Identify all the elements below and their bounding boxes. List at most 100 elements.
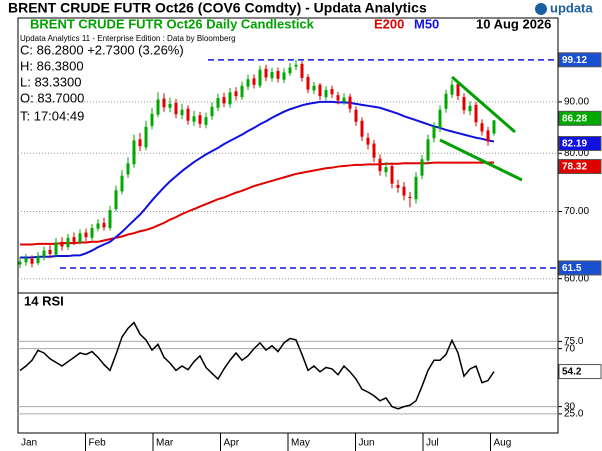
- candle-body: [84, 232, 88, 238]
- candle-body: [294, 64, 298, 67]
- candle-body: [234, 91, 238, 97]
- candle-body: [342, 97, 346, 102]
- candle-body: [96, 223, 100, 229]
- candle-body: [456, 83, 460, 97]
- moving-average: [20, 161, 495, 246]
- source: Updata Analytics 11 - Enterprise Edition…: [20, 34, 236, 43]
- info-line: O: 83.7000: [20, 90, 84, 105]
- candle-body: [48, 249, 52, 254]
- candle-body: [306, 76, 310, 90]
- candle-body: [174, 102, 178, 115]
- candle-body: [198, 115, 202, 124]
- candle-body: [396, 184, 400, 188]
- candle-body: [126, 163, 130, 175]
- candle-body: [360, 120, 364, 137]
- x-tick-label: Jan: [21, 438, 37, 449]
- value-box-label: 86.28: [562, 113, 587, 124]
- candle-body: [450, 84, 454, 95]
- candle-body: [66, 237, 70, 248]
- candle-body: [390, 165, 394, 184]
- x-tick-label: May: [291, 438, 310, 449]
- value-box: [558, 52, 602, 68]
- logo-icon: [535, 3, 547, 15]
- candle-body: [252, 78, 256, 85]
- y-tick-label: 80.00: [564, 148, 589, 159]
- candle-body: [462, 97, 466, 111]
- candle-body: [138, 139, 142, 147]
- value-box: [558, 260, 602, 276]
- candle-body: [330, 89, 334, 95]
- value-box: [558, 159, 602, 175]
- candle-body: [114, 190, 118, 210]
- candle-body: [270, 71, 274, 79]
- candle-body: [402, 186, 406, 196]
- candle-body: [324, 89, 328, 98]
- candle-body: [282, 72, 286, 80]
- candle-body: [384, 167, 388, 173]
- candle-body: [78, 233, 82, 243]
- candle-body: [486, 130, 490, 142]
- info-line: H: 86.3800: [20, 58, 84, 73]
- candle-body: [312, 85, 316, 91]
- candle-body: [480, 123, 484, 132]
- candle-body: [186, 108, 190, 121]
- candle-body: [108, 210, 112, 229]
- candle-body: [36, 256, 40, 264]
- candle-body: [414, 176, 418, 200]
- candle-body: [162, 98, 166, 108]
- candle-body: [102, 222, 106, 228]
- chart-title: BRENT CRUDE FUTR Oct26 Daily Candlestick: [30, 16, 315, 31]
- x-tick-label: Aug: [494, 438, 512, 449]
- candle-body: [216, 98, 220, 108]
- candle-body: [72, 237, 76, 242]
- candle-body: [492, 120, 496, 134]
- value-box-label: 78.32: [562, 162, 587, 173]
- y-tick-label: 70.00: [564, 206, 589, 217]
- candle-body: [420, 159, 424, 176]
- candle-body: [132, 140, 136, 165]
- y-tick-label: 90.00: [564, 97, 589, 108]
- rsi-line: [19, 321, 495, 410]
- date: 10 Aug 2026: [476, 16, 551, 31]
- candle-body: [372, 143, 376, 158]
- value-box: [558, 110, 602, 126]
- candle-body: [276, 71, 280, 79]
- trend-line: [439, 138, 523, 182]
- candle-body: [60, 241, 64, 247]
- candle-body: [264, 68, 268, 78]
- legend-entry: E200: [374, 16, 404, 31]
- value-box: [558, 364, 602, 380]
- candle-body: [144, 126, 148, 148]
- panel-title: 14 RSI: [24, 293, 64, 308]
- legend-entry: M50: [414, 16, 439, 31]
- candle-body: [54, 242, 58, 255]
- candle-body: [366, 137, 370, 145]
- candle-body: [168, 103, 172, 108]
- candle-body: [210, 106, 214, 117]
- x-tick-label: Jun: [359, 438, 375, 449]
- candle-body: [156, 99, 160, 115]
- candle-body: [42, 250, 46, 257]
- y-tick-label: 30: [564, 401, 576, 412]
- candle-body: [408, 196, 412, 199]
- candle-body: [258, 69, 262, 86]
- candle-body: [318, 84, 322, 97]
- candle-body: [288, 67, 292, 74]
- y-tick-label: 60.00: [564, 273, 589, 284]
- candle-body: [180, 109, 184, 116]
- candle-body: [150, 113, 154, 126]
- candle-body: [468, 105, 472, 112]
- info-line: C: 86.2800 +2.7300 (3.26%): [20, 42, 184, 57]
- value-box-label: 61.5: [562, 263, 582, 274]
- candle-body: [348, 96, 352, 109]
- candle-body: [24, 258, 28, 263]
- value-box-label: 99.12: [562, 55, 587, 66]
- x-tick-label: Jul: [426, 438, 439, 449]
- candle-body: [204, 117, 208, 125]
- candle-body: [240, 85, 244, 98]
- value-box-label: 54.2: [562, 367, 582, 378]
- candle-body: [444, 93, 448, 109]
- candle-body: [354, 109, 358, 122]
- candle-body: [474, 104, 478, 123]
